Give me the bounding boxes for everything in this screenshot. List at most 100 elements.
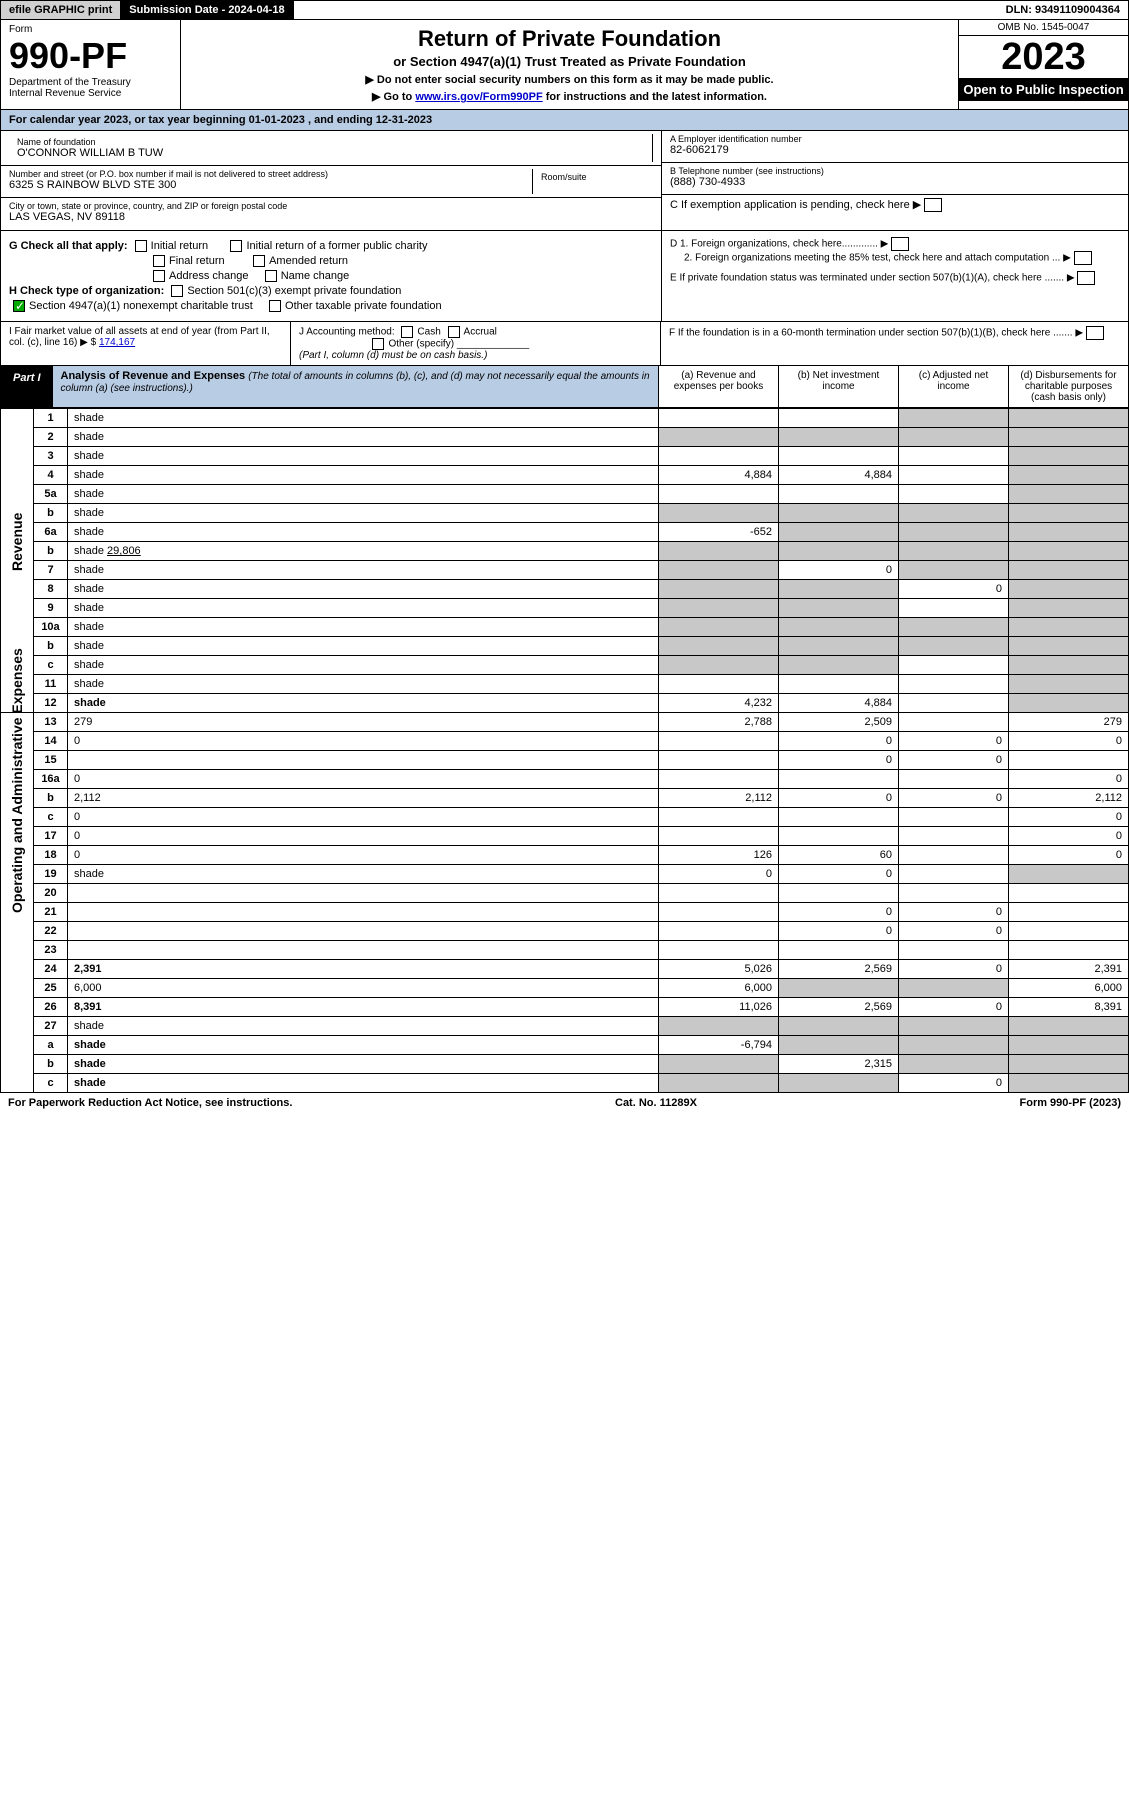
- line-number: 13: [34, 713, 68, 732]
- cell-c: [899, 542, 1009, 561]
- cell-d: 8,391: [1009, 998, 1129, 1017]
- line-number: 18: [34, 846, 68, 865]
- table-row: cshade0: [1, 1074, 1129, 1093]
- addr-chg-lbl: Address change: [169, 270, 249, 282]
- line-number: b: [34, 542, 68, 561]
- line-description: [68, 884, 659, 903]
- initial-return-lbl: Initial return: [151, 240, 208, 252]
- cell-c: [899, 599, 1009, 618]
- cell-b: 2,509: [779, 713, 899, 732]
- table-row: 10ashade: [1, 618, 1129, 637]
- s501-checkbox[interactable]: [171, 285, 183, 297]
- cell-a: [659, 599, 779, 618]
- d2-checkbox[interactable]: [1074, 251, 1092, 265]
- cell-b: 0: [779, 865, 899, 884]
- efile-print-button[interactable]: efile GRAPHIC print: [1, 1, 121, 19]
- form-header: Form 990-PF Department of the Treasury I…: [0, 20, 1129, 110]
- line-description: [68, 751, 659, 770]
- cell-d: 2,391: [1009, 960, 1129, 979]
- form-title: Return of Private Foundation: [187, 26, 952, 52]
- line-number: 26: [34, 998, 68, 1017]
- dln: DLN: 93491109004364: [998, 1, 1128, 19]
- line-description: [68, 941, 659, 960]
- other-tax-checkbox[interactable]: [269, 300, 281, 312]
- other-method-checkbox[interactable]: [372, 338, 384, 350]
- cell-a: 4,232: [659, 694, 779, 713]
- name-chg-lbl: Name change: [281, 270, 350, 282]
- line-description: shade: [68, 409, 659, 428]
- table-row: 256,0006,0006,000: [1, 979, 1129, 998]
- cell-b: [779, 1074, 899, 1093]
- form-word: Form: [9, 24, 172, 35]
- cell-c: 0: [899, 732, 1009, 751]
- cell-d: 2,112: [1009, 789, 1129, 808]
- cell-a: [659, 1055, 779, 1074]
- col-b-header: (b) Net investment income: [778, 366, 898, 407]
- cell-d: [1009, 751, 1129, 770]
- cell-c: [899, 409, 1009, 428]
- cell-d: [1009, 1055, 1129, 1074]
- address-change-checkbox[interactable]: [153, 270, 165, 282]
- cell-b: 0: [779, 789, 899, 808]
- line-number: 16a: [34, 770, 68, 789]
- f-checkbox[interactable]: [1086, 326, 1104, 340]
- city-label: City or town, state or province, country…: [9, 201, 653, 211]
- cell-b: 4,884: [779, 694, 899, 713]
- cell-d: [1009, 694, 1129, 713]
- line-number: 3: [34, 447, 68, 466]
- cell-c: [899, 618, 1009, 637]
- cell-c: 0: [899, 903, 1009, 922]
- c-checkbox[interactable]: [924, 198, 942, 212]
- d1-checkbox[interactable]: [891, 237, 909, 251]
- cell-c: [899, 827, 1009, 846]
- s4947-checkbox[interactable]: [13, 300, 25, 312]
- cell-b: 2,569: [779, 998, 899, 1017]
- e-checkbox[interactable]: [1077, 271, 1095, 285]
- cash-checkbox[interactable]: [401, 326, 413, 338]
- cell-a: [659, 409, 779, 428]
- cell-d: [1009, 523, 1129, 542]
- cell-a: 126: [659, 846, 779, 865]
- cell-b: [779, 827, 899, 846]
- cell-d: 0: [1009, 846, 1129, 865]
- accrual-checkbox[interactable]: [448, 326, 460, 338]
- cell-a: [659, 675, 779, 694]
- line-number: 23: [34, 941, 68, 960]
- line-description: shade: [68, 485, 659, 504]
- name-change-checkbox[interactable]: [265, 270, 277, 282]
- cell-a: [659, 827, 779, 846]
- cell-c: 0: [899, 1074, 1009, 1093]
- table-row: bshade2,315: [1, 1055, 1129, 1074]
- i-amount-link[interactable]: 174,167: [99, 337, 135, 348]
- line-description: shade: [68, 580, 659, 599]
- cell-c: [899, 428, 1009, 447]
- table-row: 242,3915,0262,56902,391: [1, 960, 1129, 979]
- line-number: 22: [34, 922, 68, 941]
- e-line: E If private foundation status was termi…: [670, 271, 1120, 285]
- cell-c: 0: [899, 922, 1009, 941]
- col-d-header: (d) Disbursements for charitable purpose…: [1008, 366, 1128, 407]
- amended-return-checkbox[interactable]: [253, 255, 265, 267]
- cell-a: 2,788: [659, 713, 779, 732]
- initial-return-checkbox[interactable]: [135, 240, 147, 252]
- cell-b: 0: [779, 903, 899, 922]
- line-description: [68, 903, 659, 922]
- irs-link[interactable]: www.irs.gov/Form990PF: [415, 91, 542, 103]
- initial-former-checkbox[interactable]: [230, 240, 242, 252]
- part-1-label: Part I: [1, 366, 53, 407]
- line-description: [68, 922, 659, 941]
- cell-c: [899, 523, 1009, 542]
- line-number: a: [34, 1036, 68, 1055]
- cell-c: 0: [899, 960, 1009, 979]
- form-subtitle: or Section 4947(a)(1) Trust Treated as P…: [187, 54, 952, 69]
- line-description: shade: [68, 1055, 659, 1074]
- tax-year: 2023: [959, 36, 1128, 78]
- table-row: bshade 29,806: [1, 542, 1129, 561]
- table-row: 5ashade: [1, 485, 1129, 504]
- final-return-checkbox[interactable]: [153, 255, 165, 267]
- line-description: shade: [68, 694, 659, 713]
- cell-a: [659, 1074, 779, 1093]
- line-description: shade: [68, 637, 659, 656]
- cell-d: 0: [1009, 770, 1129, 789]
- accrual-lbl: Accrual: [464, 327, 497, 338]
